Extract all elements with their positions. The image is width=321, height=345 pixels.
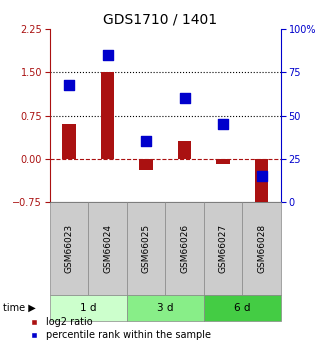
Bar [62,124,76,159]
Text: 6 d: 6 d [234,303,251,313]
Bar [178,141,191,159]
Text: GSM66024: GSM66024 [103,224,112,273]
Text: GSM66026: GSM66026 [180,224,189,273]
Point [105,52,110,58]
Text: time ▶: time ▶ [3,303,36,313]
Text: GSM66023: GSM66023 [65,224,74,273]
Bar [101,72,114,159]
Point [182,96,187,101]
Text: GSM66028: GSM66028 [257,224,266,273]
Legend: log2 ratio, percentile rank within the sample: log2 ratio, percentile rank within the s… [30,317,211,340]
Text: 1 d: 1 d [80,303,97,313]
Text: GDS1710 / 1401: GDS1710 / 1401 [103,12,218,26]
Point [221,121,226,127]
Text: GSM66027: GSM66027 [219,224,228,273]
Point [259,173,264,179]
Point [66,82,72,87]
Text: GSM66025: GSM66025 [142,224,151,273]
Text: 3 d: 3 d [157,303,174,313]
Bar [216,159,230,165]
Bar [139,159,153,170]
Point [143,139,149,144]
Bar [255,159,268,208]
